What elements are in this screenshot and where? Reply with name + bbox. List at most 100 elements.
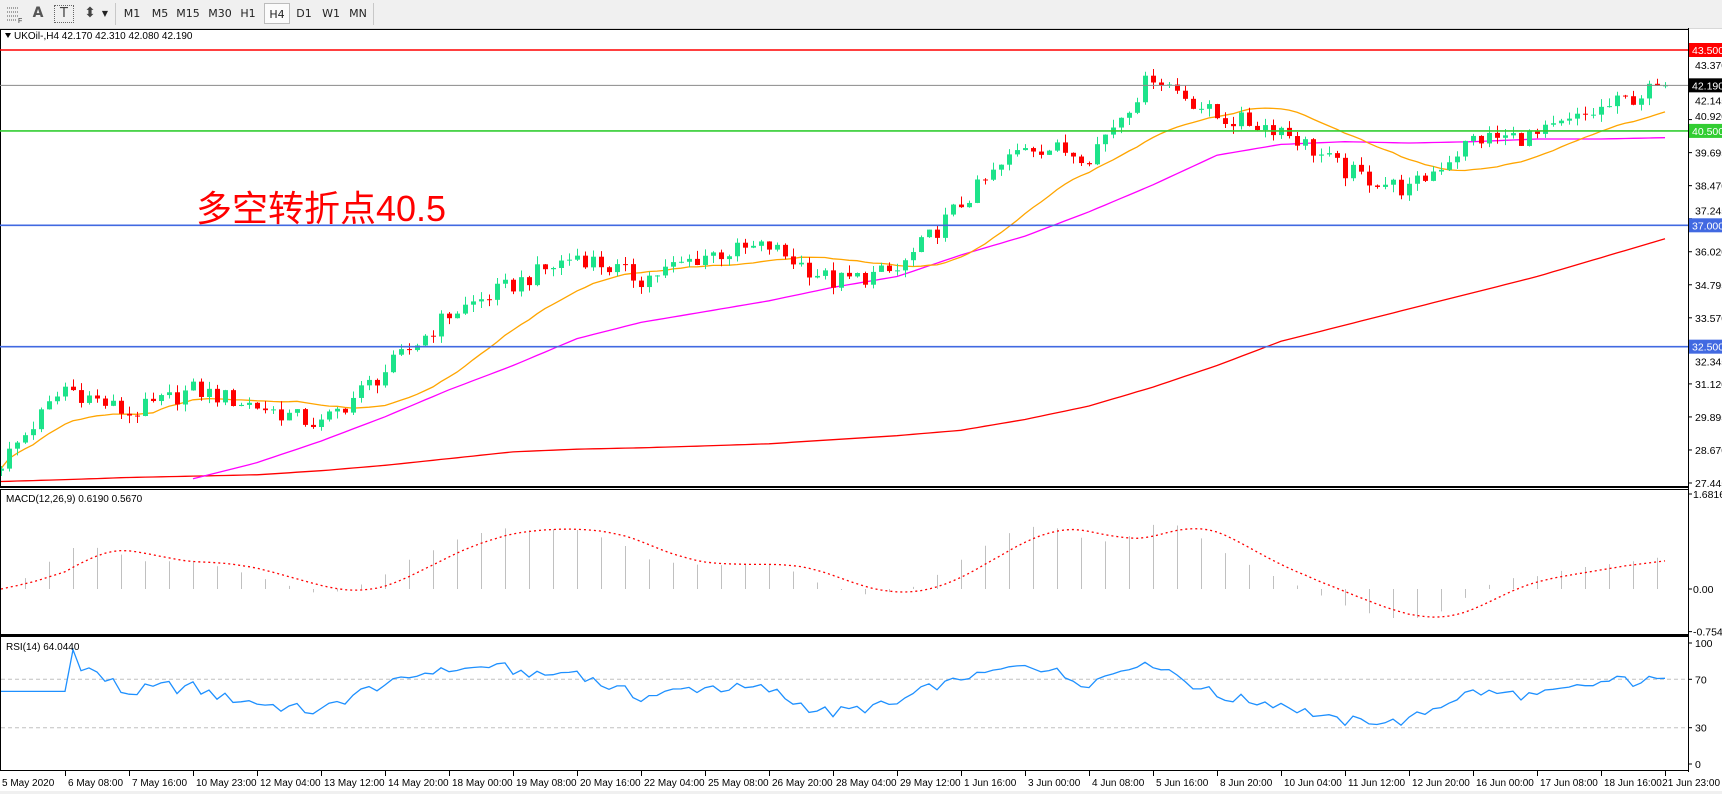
price-tick-label: 27.445 [1695,478,1722,490]
candle-body [1271,125,1276,136]
main-price-panel[interactable] [0,29,1689,487]
moving-average-orange-line [1,107,1666,470]
period-button-d1[interactable]: D1 [296,7,312,20]
candle [439,310,444,343]
candle [1023,144,1028,151]
period-button-m15[interactable]: M15 [176,7,200,20]
candle-body [1143,75,1148,103]
candle [1527,129,1532,147]
candle-body [695,258,700,265]
candle [87,391,92,405]
candle [767,241,772,255]
candle-body [671,262,676,267]
time-tick-label: 5 May 2020 [2,778,55,789]
candle-body [943,214,948,238]
candle-body [687,258,692,262]
candle-body [1311,139,1316,156]
svg-text:F: F [18,18,22,24]
candle-body [879,265,884,272]
chart-menu-triangle-icon[interactable] [5,33,11,38]
macd-tick-label: -0.7544 [1693,627,1722,639]
candle-body [1599,106,1604,115]
candle [1335,150,1340,163]
candle [1143,71,1148,105]
period-button-m30[interactable]: M30 [208,7,232,20]
candle-body [1479,135,1484,144]
candle-body [839,272,844,288]
period-button-m5[interactable]: M5 [151,7,169,20]
text-tool-icon[interactable]: A [32,5,44,21]
candle-body [119,400,124,414]
candle [311,417,316,429]
candle [1487,126,1492,148]
candle-body [135,415,140,417]
chevron-down-icon[interactable]: ▼ [101,9,109,18]
candle [1431,166,1436,182]
period-button-m1[interactable]: M1 [123,7,141,20]
candle-body [655,275,660,277]
candle [1455,151,1460,169]
candle [167,384,172,399]
candle [1575,107,1580,126]
candle [759,239,764,252]
candle [239,402,244,407]
rsi-panel[interactable] [0,636,1689,771]
period-button-h1[interactable]: H1 [240,7,256,20]
period-button-mn[interactable]: MN [349,7,367,20]
candle-body [647,275,652,288]
candle [1207,100,1212,117]
candle-body [935,229,940,238]
time-tick-label: 22 May 04:00 [644,778,705,789]
time-tick-label: 12 Jun 20:00 [1412,778,1470,789]
candle [119,397,124,419]
chart-area[interactable]: 43.370 42.145 40.920 39.695 38.470 37.245 36.0… [0,28,1722,794]
candle-body [1359,164,1364,172]
candle [1183,85,1188,101]
time-tick-label: 20 May 16:00 [580,778,641,789]
candle [711,251,716,263]
price-tick-label: 31.120 [1695,379,1722,391]
candle-body [63,386,68,397]
candle-body [55,396,60,402]
bid-price-label-bg [1689,78,1722,93]
candle-body [1487,132,1492,144]
candle-body [167,392,172,396]
candle [1391,178,1396,193]
candle [1495,125,1500,144]
period-button-h4[interactable]: H4 [264,3,290,24]
candle [303,408,308,427]
candle-body [1431,171,1436,181]
candle [1215,103,1220,120]
candle-body [927,229,932,238]
candle [1639,95,1644,111]
candle-body [615,264,620,273]
candle-body [679,261,684,263]
candle [47,395,52,410]
candle-body [1511,133,1516,136]
macd-panel[interactable] [0,489,1689,635]
candle [503,273,508,289]
arrows-tool-icon[interactable]: ⬍ [84,5,96,21]
candle-body [1095,144,1100,165]
candle [1079,154,1084,167]
candle-body [1615,95,1620,107]
candle [1311,138,1316,163]
candle-body [663,266,668,276]
period-button-w1[interactable]: W1 [322,7,340,20]
candle [1103,134,1108,152]
period-separators-icon[interactable]: F [4,3,24,25]
candle [1559,118,1564,126]
candle [1399,174,1404,200]
candle-body [1455,156,1460,163]
candle-body [599,256,604,268]
candle-body [1423,175,1428,181]
candle-body [191,381,196,391]
text-label-tool-icon[interactable]: T [54,5,74,23]
candle-body [1071,152,1076,157]
candle-body [215,388,220,403]
candle [247,397,252,409]
candle [271,406,276,415]
candle [71,379,76,391]
candle [1303,136,1308,150]
candle [159,393,164,406]
